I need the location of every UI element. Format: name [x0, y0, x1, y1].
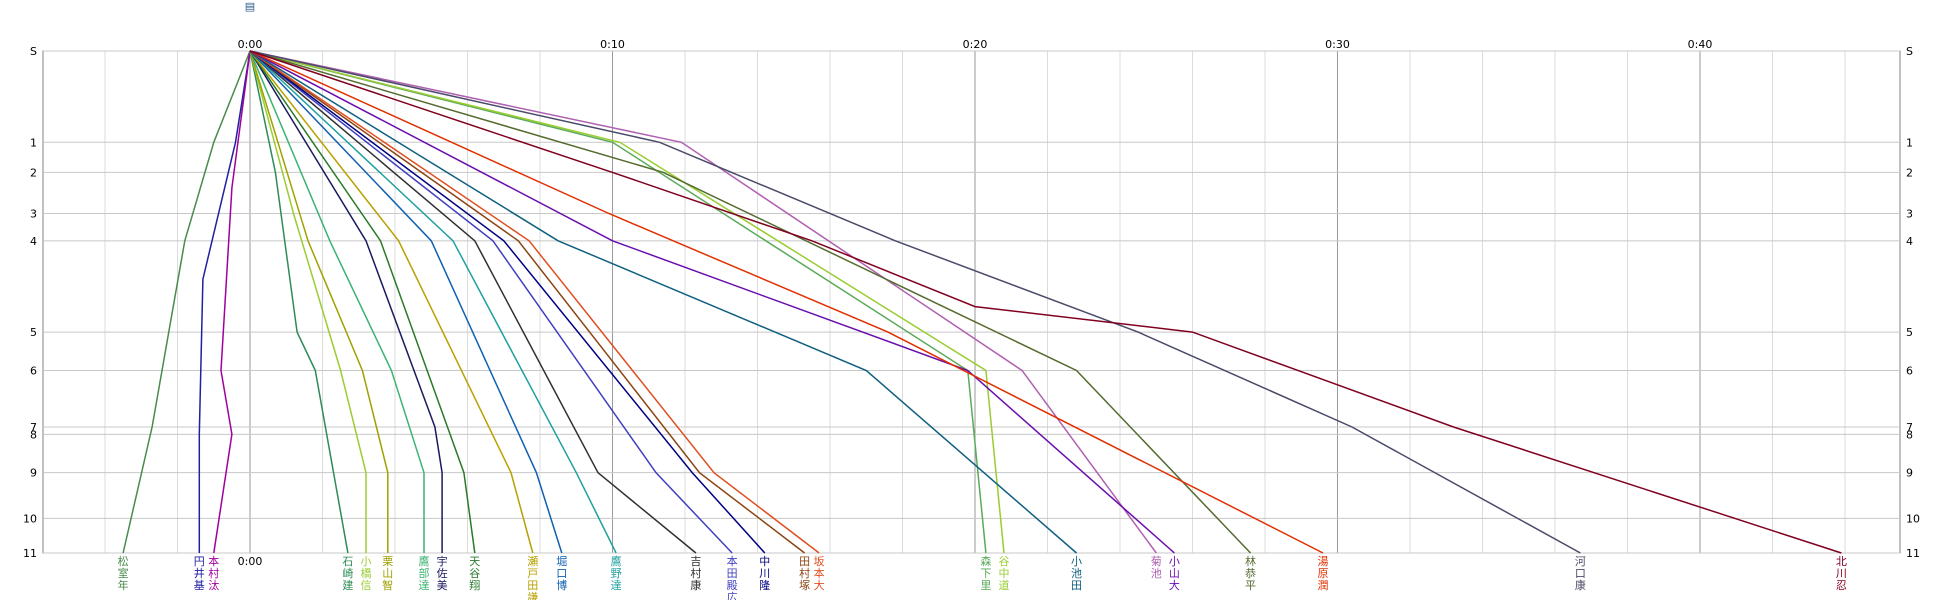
series-line — [249, 50, 806, 554]
runner-name-label: 中川隆 — [759, 555, 770, 592]
plot-frame — [42, 50, 1901, 554]
series-line — [249, 50, 617, 554]
y-tick-label-right: S — [1906, 45, 1913, 58]
series-line — [249, 50, 733, 554]
runner-name-label: 森下里 — [980, 554, 991, 592]
y-tick-label-left: 6 — [30, 364, 37, 377]
y-tick-label-left: 10 — [23, 512, 37, 525]
runner-name-label: 菊池 — [1151, 555, 1162, 580]
y-tick-label-right: 10 — [1906, 512, 1920, 525]
y-tick-label-right: 5 — [1906, 326, 1913, 339]
series-line — [249, 50, 476, 554]
grid — [42, 50, 1901, 554]
x-tick-label-top: 0:10 — [600, 38, 625, 51]
series-line — [249, 50, 367, 553]
y-tick-label-right: 2 — [1906, 166, 1913, 179]
y-tick-label-right: 7 — [1906, 421, 1913, 434]
y-tick-label-left: 4 — [30, 235, 37, 248]
runner-name-label: 円井基 — [194, 555, 205, 592]
runner-name-label: 谷中道 — [999, 555, 1010, 592]
series-line — [249, 50, 443, 553]
series-line — [249, 50, 697, 554]
series-line — [249, 50, 987, 554]
series-line — [249, 50, 1077, 554]
y-tick-label-right: 4 — [1906, 235, 1913, 248]
y-tick-label-right: 11 — [1906, 547, 1920, 560]
series-line — [198, 50, 251, 553]
y-tick-label-left: 3 — [30, 207, 37, 220]
y-tick-label-right: 8 — [1906, 428, 1913, 441]
runner-name-label: 瀬戸田謙 — [527, 554, 538, 600]
runner-name-label: 石崎建 — [342, 555, 353, 592]
runner-name-label: 吉村康 — [690, 555, 701, 592]
runner-name-label: 小池田 — [1071, 555, 1082, 592]
runner-name-label: 宇佐美 — [437, 555, 448, 592]
origin-stack-label: ▤ — [245, 0, 255, 13]
y-tick-label-right: 3 — [1906, 207, 1913, 220]
runner-name-label: 湯原潤 — [1318, 555, 1329, 592]
y-tick-label-left: 9 — [30, 467, 37, 480]
runner-name-label: 林恭平 — [1245, 554, 1256, 592]
runner-name-label: 本村汰 — [208, 554, 219, 592]
runner-name-label: 堀口博 — [556, 555, 567, 592]
series-line — [249, 50, 1175, 554]
y-tick-label-left: 1 — [30, 136, 37, 149]
runner-name-label: 栗山智 — [382, 555, 393, 592]
x-tick-label-top: 0:20 — [963, 38, 988, 51]
series-line — [249, 50, 563, 554]
series-line — [249, 50, 820, 554]
x-tick-label-bottom: 0:00 — [238, 555, 263, 568]
series-line — [249, 50, 534, 554]
series-line — [249, 50, 1842, 554]
y-tick-label-left: 5 — [30, 326, 37, 339]
runner-name-label: 鷹部達 — [419, 554, 430, 592]
series-line — [249, 50, 1581, 554]
runner-name-label: 小山大 — [1169, 555, 1180, 592]
series-line — [122, 50, 251, 554]
runner-name-label: 河口康 — [1575, 555, 1586, 592]
runner-name-label: 松室年 — [118, 554, 129, 592]
y-tick-label-left: 8 — [30, 428, 37, 441]
y-tick-label-right: 1 — [1906, 136, 1913, 149]
y-tick-label-left: S — [30, 45, 37, 58]
y-tick-label-left: 2 — [30, 166, 37, 179]
y-tick-label-left: 7 — [30, 421, 37, 434]
runner-name-label: 北川忍 — [1836, 555, 1847, 592]
y-tick-label-right: 6 — [1906, 364, 1913, 377]
runner-name-label: 鷹野達 — [611, 554, 622, 592]
series-line — [249, 50, 1252, 554]
series-line — [249, 50, 349, 554]
series-line — [249, 50, 1005, 554]
runner-name-label: 天谷翔 — [469, 555, 480, 592]
runner-name-label: 小橋信 — [361, 555, 372, 592]
series-lines — [122, 50, 1842, 554]
series-line — [249, 50, 766, 554]
series-line — [249, 50, 425, 553]
x-tick-label-top: 0:00 — [238, 38, 263, 51]
y-tick-label-left: 11 — [23, 547, 37, 560]
runner-name-label: 坂本大 — [814, 555, 825, 592]
series-line — [249, 50, 389, 553]
x-tick-label-top: 0:30 — [1325, 38, 1350, 51]
runner-name-label: 田村塚 — [799, 555, 810, 592]
series-line — [213, 50, 251, 554]
runner-name-label: 本田殿広 — [727, 554, 738, 600]
y-tick-label-right: 9 — [1906, 467, 1913, 480]
x-tick-label-top: 0:40 — [1688, 38, 1713, 51]
series-line — [249, 50, 1324, 554]
